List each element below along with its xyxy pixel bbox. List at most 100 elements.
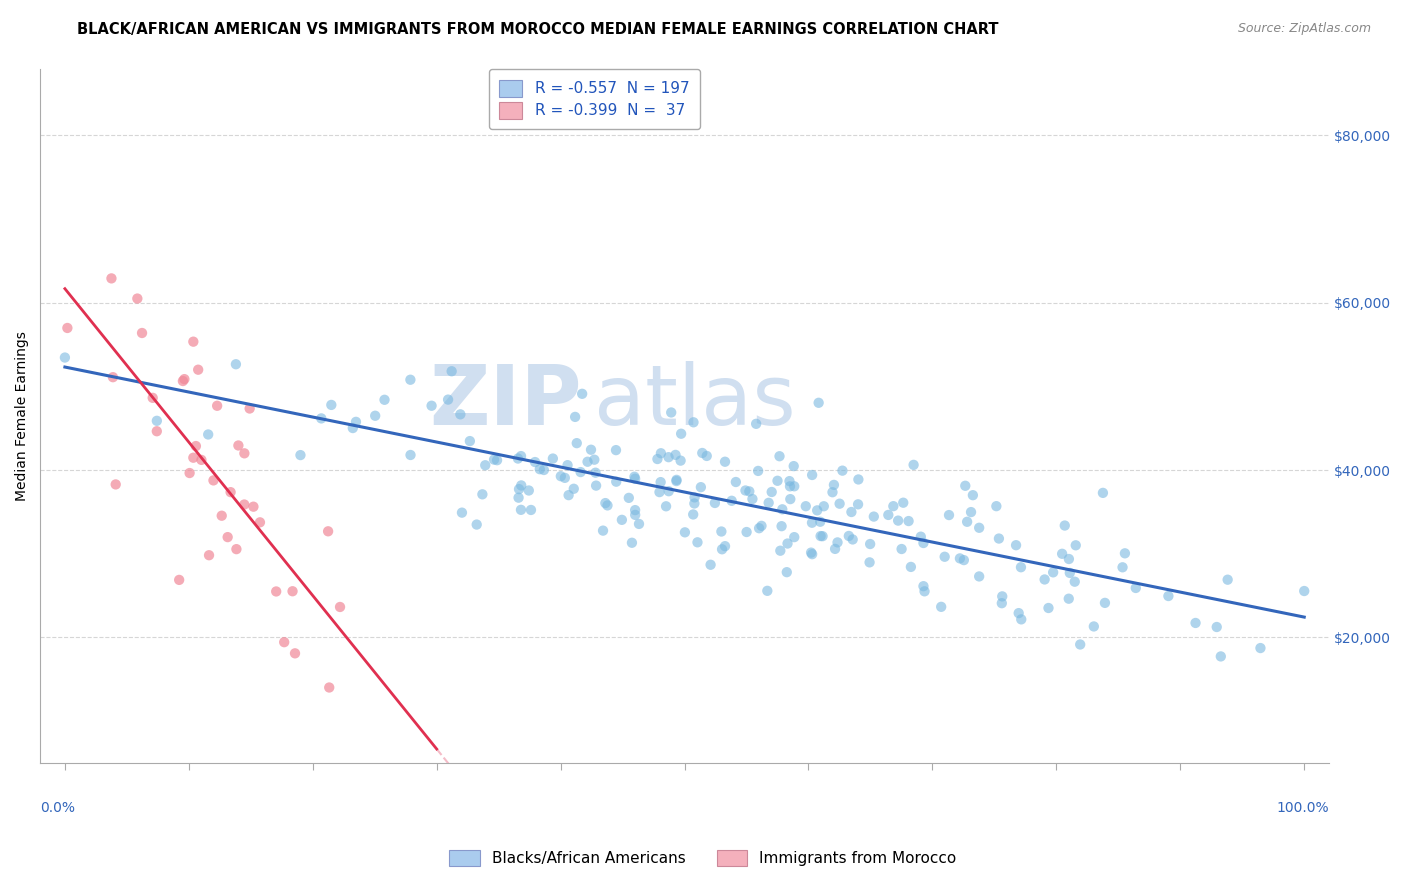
Point — [131, 326, 153, 340]
Point — [690, 446, 713, 460]
Point — [1094, 596, 1116, 610]
Point — [53, 351, 76, 365]
Point — [187, 362, 209, 376]
Point — [1069, 638, 1091, 652]
Point — [620, 535, 643, 549]
Point — [991, 596, 1014, 610]
Point — [806, 503, 828, 517]
Point — [686, 535, 709, 549]
Point — [562, 482, 585, 496]
Point — [508, 491, 530, 505]
Point — [761, 485, 783, 500]
Point — [745, 417, 768, 431]
Point — [100, 271, 122, 285]
Point — [1209, 649, 1232, 664]
Point — [524, 455, 547, 469]
Point — [508, 482, 530, 496]
Point — [585, 478, 607, 492]
Point — [1005, 538, 1028, 552]
Point — [146, 424, 169, 438]
Point — [627, 516, 650, 531]
Point — [329, 599, 352, 614]
Point — [458, 434, 481, 448]
Point — [738, 484, 761, 499]
Point — [486, 453, 509, 467]
Point — [1008, 606, 1031, 620]
Point — [197, 427, 219, 442]
Point — [807, 396, 830, 410]
Point — [776, 536, 799, 550]
Point — [714, 539, 737, 553]
Point — [724, 475, 747, 489]
Point — [564, 409, 586, 424]
Point — [665, 474, 688, 488]
Point — [281, 584, 304, 599]
Point — [550, 469, 572, 483]
Point — [794, 499, 817, 513]
Point — [101, 370, 124, 384]
Point — [1249, 641, 1271, 656]
Point — [846, 497, 869, 511]
Point — [510, 449, 533, 463]
Point — [783, 479, 806, 493]
Point — [768, 449, 790, 463]
Text: 0.0%: 0.0% — [41, 801, 75, 815]
Point — [172, 374, 194, 388]
Point — [321, 398, 343, 412]
Point — [127, 292, 149, 306]
Point — [823, 478, 845, 492]
Point — [1033, 573, 1056, 587]
Point — [482, 452, 505, 467]
Point — [827, 535, 849, 549]
Point — [205, 399, 228, 413]
Point — [734, 483, 756, 498]
Point — [912, 579, 935, 593]
Point — [858, 555, 880, 569]
Point — [1083, 619, 1105, 633]
Point — [104, 477, 127, 491]
Point — [912, 536, 935, 550]
Point — [624, 472, 647, 486]
Point — [533, 463, 555, 477]
Point — [1157, 589, 1180, 603]
Point — [146, 414, 169, 428]
Point — [783, 530, 806, 544]
Point — [373, 392, 395, 407]
Point — [748, 521, 770, 535]
Point — [1050, 547, 1073, 561]
Point — [576, 455, 599, 469]
Point — [810, 529, 832, 543]
Point — [683, 496, 706, 510]
Point — [318, 681, 340, 695]
Point — [569, 465, 592, 479]
Point — [859, 537, 882, 551]
Point — [682, 415, 704, 429]
Point — [465, 517, 488, 532]
Point — [776, 565, 799, 579]
Point — [571, 386, 593, 401]
Point — [779, 492, 801, 507]
Point — [811, 529, 834, 543]
Text: ZIP: ZIP — [429, 361, 582, 442]
Point — [714, 455, 737, 469]
Point — [316, 524, 339, 539]
Point — [173, 372, 195, 386]
Point — [770, 519, 793, 533]
Point — [190, 453, 212, 467]
Text: atlas: atlas — [595, 361, 796, 442]
Point — [801, 467, 824, 482]
Point — [225, 542, 247, 557]
Point — [565, 436, 588, 450]
Point — [202, 474, 225, 488]
Point — [669, 426, 692, 441]
Point — [449, 408, 471, 422]
Point — [831, 464, 853, 478]
Point — [273, 635, 295, 649]
Point — [987, 532, 1010, 546]
Point — [967, 521, 990, 535]
Point — [474, 458, 496, 473]
Point — [183, 450, 205, 465]
Point — [903, 458, 925, 472]
Point — [1010, 560, 1032, 574]
Point — [689, 480, 711, 494]
